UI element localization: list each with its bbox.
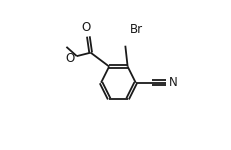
- Text: O: O: [65, 52, 74, 65]
- Text: N: N: [169, 76, 177, 89]
- Text: Br: Br: [130, 24, 143, 36]
- Text: O: O: [81, 21, 91, 34]
